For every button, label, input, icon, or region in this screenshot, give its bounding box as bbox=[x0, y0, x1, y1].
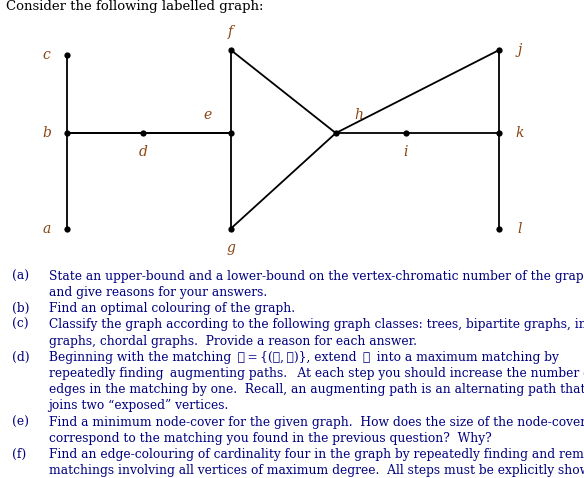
Text: a: a bbox=[43, 222, 51, 236]
Text: d: d bbox=[138, 145, 148, 160]
Text: (f): (f) bbox=[12, 448, 26, 461]
Text: Beginning with the matching  Ｍ = {(ｊ, ｋ)}, extend  Ｍ  into a maximum matching by: Beginning with the matching Ｍ = {(ｊ, ｋ)}… bbox=[48, 351, 558, 364]
Text: repeatedly finding  augmenting paths.   At each step you should increase the num: repeatedly finding augmenting paths. At … bbox=[48, 367, 584, 380]
Text: Find a minimum node-cover for the given graph.  How does the size of the node-co: Find a minimum node-cover for the given … bbox=[48, 415, 584, 429]
Text: f: f bbox=[228, 25, 233, 39]
Text: (c): (c) bbox=[12, 318, 28, 331]
Text: correspond to the matching you found in the previous question?  Why?: correspond to the matching you found in … bbox=[48, 432, 491, 445]
Text: joins two “exposed” vertices.: joins two “exposed” vertices. bbox=[48, 399, 229, 413]
Text: k: k bbox=[516, 126, 524, 140]
Text: Classify the graph according to the following graph classes: trees, bipartite gr: Classify the graph according to the foll… bbox=[48, 318, 584, 331]
Text: (d): (d) bbox=[12, 351, 29, 364]
Text: (a): (a) bbox=[12, 270, 29, 283]
Text: and give reasons for your answers.: and give reasons for your answers. bbox=[48, 286, 267, 299]
Text: Find an edge-colouring of cardinality four in the graph by repeatedly finding an: Find an edge-colouring of cardinality fo… bbox=[48, 448, 584, 461]
Text: g: g bbox=[226, 241, 235, 255]
Text: j: j bbox=[517, 43, 522, 57]
Text: Consider the following labelled graph:: Consider the following labelled graph: bbox=[6, 0, 263, 13]
Text: (b): (b) bbox=[12, 302, 29, 315]
Text: Find an optimal colouring of the graph.: Find an optimal colouring of the graph. bbox=[48, 302, 294, 315]
Text: matchings involving all vertices of maximum degree.  All steps must be explicitl: matchings involving all vertices of maxi… bbox=[48, 464, 584, 477]
Text: c: c bbox=[43, 48, 51, 63]
Text: i: i bbox=[404, 145, 408, 160]
Text: graphs, chordal graphs.  Provide a reason for each answer.: graphs, chordal graphs. Provide a reason… bbox=[48, 335, 416, 348]
Text: (e): (e) bbox=[12, 415, 29, 429]
Text: b: b bbox=[42, 126, 51, 140]
Text: h: h bbox=[354, 108, 364, 122]
Text: e: e bbox=[203, 108, 211, 122]
Text: l: l bbox=[517, 222, 522, 236]
Text: edges in the matching by one.  Recall, an augmenting path is an alternating path: edges in the matching by one. Recall, an… bbox=[48, 383, 584, 396]
Text: State an upper-bound and a lower-bound on the vertex-chromatic number of the gra: State an upper-bound and a lower-bound o… bbox=[48, 270, 584, 283]
